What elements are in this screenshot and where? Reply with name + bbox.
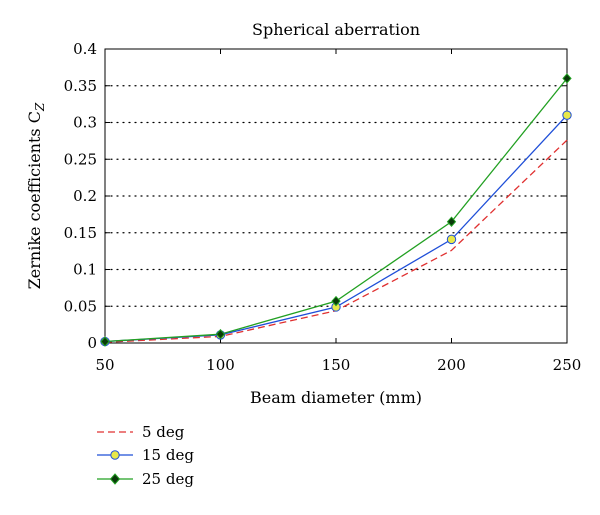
grid-lines bbox=[104, 85, 568, 307]
y-tick-label: 0.3 bbox=[73, 114, 97, 132]
legend-label-5-deg: 5 deg bbox=[142, 423, 185, 441]
data-point-15-deg bbox=[446, 234, 457, 245]
legend-label-25-deg: 25 deg bbox=[142, 470, 194, 488]
data-point-25-deg bbox=[215, 328, 226, 340]
y-axis-label: Zernike coefficients CZ bbox=[25, 102, 47, 289]
legend-entry-25-deg: 25 deg bbox=[97, 470, 194, 488]
series-markers bbox=[100, 73, 572, 347]
x-tick-label: 150 bbox=[322, 356, 351, 374]
legend-entry-5-deg: 5 deg bbox=[97, 423, 185, 441]
y-tick-label: 0.05 bbox=[64, 297, 97, 315]
data-point-25-deg bbox=[100, 336, 110, 347]
y-tick-label: 0.15 bbox=[64, 224, 97, 242]
data-point-25-deg bbox=[331, 295, 341, 307]
y-axis-label-main: Zernike coefficients C bbox=[25, 111, 44, 289]
y-tick-label: 0.35 bbox=[64, 77, 97, 95]
legend-label-15-deg: 15 deg bbox=[142, 446, 194, 464]
y-tick-label: 0.2 bbox=[73, 187, 97, 205]
data-point-25-deg bbox=[446, 216, 457, 227]
y-axis-label-subscript: Z bbox=[33, 102, 47, 112]
axis-ticks: 0 0.05 0.1 0.15 0.2 0.25 0.3 0.35 0.4 50 100 150 200… bbox=[64, 40, 582, 374]
x-axis-label: Beam diameter (mm) bbox=[250, 388, 422, 407]
series-line-5-deg bbox=[104, 139, 568, 343]
legend-marker-15-deg bbox=[110, 450, 120, 460]
x-tick-label: 200 bbox=[437, 356, 466, 374]
legend-entry-15-deg: 15 deg bbox=[97, 446, 194, 464]
data-point-25-deg bbox=[562, 73, 572, 84]
legend: 5 deg 15 deg 25 deg bbox=[97, 423, 194, 488]
legend-marker-25-deg bbox=[109, 473, 121, 485]
chart-title: Spherical aberration bbox=[252, 20, 420, 39]
y-tick-label: 0.1 bbox=[73, 261, 97, 279]
x-tick-label: 100 bbox=[206, 356, 235, 374]
x-tick-label: 50 bbox=[95, 356, 114, 374]
y-tick-label: 0 bbox=[87, 334, 97, 352]
y-tick-label: 0.4 bbox=[73, 40, 97, 58]
y-tick-label: 0.25 bbox=[64, 150, 97, 168]
x-tick-label: 250 bbox=[553, 356, 582, 374]
data-point-15-deg bbox=[562, 110, 572, 120]
